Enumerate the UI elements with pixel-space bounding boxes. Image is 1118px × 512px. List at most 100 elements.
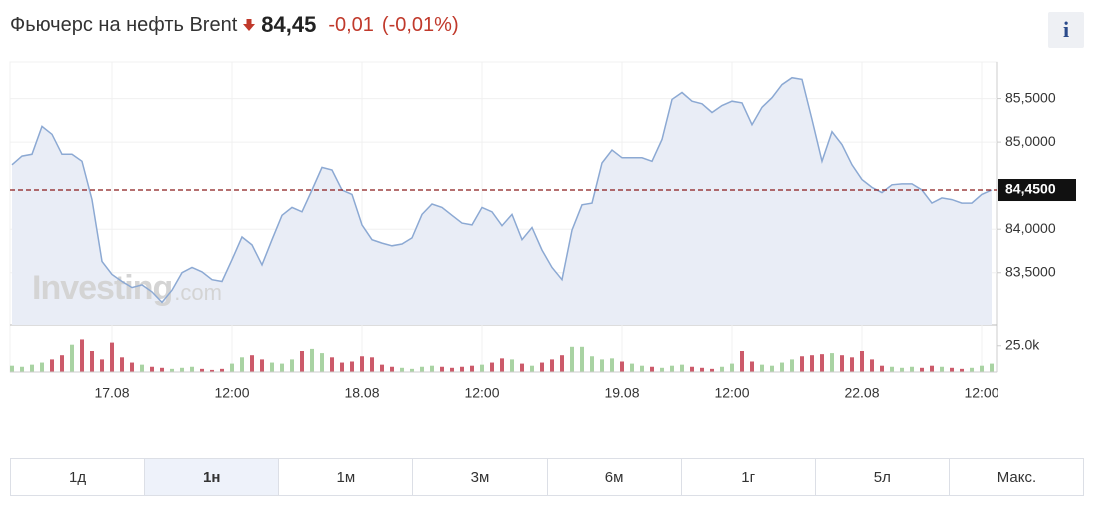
x-tick-label: 19.08 (604, 385, 639, 401)
instrument-title: Фьючерс на нефть Brent (10, 13, 238, 36)
volume-bar (480, 364, 484, 372)
volume-bar (450, 367, 454, 372)
volume-bar (520, 363, 524, 372)
volume-bar (20, 366, 24, 372)
x-tick-label: 18.08 (344, 385, 379, 401)
volume-bar (180, 367, 184, 372)
volume-bar (260, 359, 264, 372)
y-tick-label: 83,5000 (1005, 263, 1056, 279)
period-button[interactable]: 1д (69, 468, 87, 486)
volume-bar (770, 365, 774, 372)
x-tick-label: 12:00 (714, 385, 749, 401)
volume-bar (40, 362, 44, 372)
volume-bar (470, 365, 474, 372)
volume-bar (830, 353, 834, 372)
current-price-box (998, 179, 1076, 202)
period-button[interactable]: 1н (144, 459, 279, 495)
volume-bar (130, 362, 134, 372)
volume-bar (960, 368, 964, 372)
period-button[interactable]: 5л (814, 459, 949, 495)
header: Фьючерс на нефть Brent 84,45 -0,01 (-0,0… (10, 10, 459, 40)
price-area (12, 77, 992, 325)
volume-bar (530, 365, 534, 372)
volume-bar (350, 361, 354, 372)
volume-bar (630, 363, 634, 372)
volume-bar (360, 356, 364, 372)
volume-bar (740, 351, 744, 372)
period-button[interactable]: 6м (546, 459, 681, 495)
volume-bar (230, 363, 234, 372)
volume-bar (950, 367, 954, 372)
volume-bar (820, 354, 824, 372)
volume-bar (780, 362, 784, 372)
volume-bar (50, 359, 54, 372)
volume-bar (80, 339, 84, 372)
x-tick-label: 12:00 (214, 385, 249, 401)
volume-bar (290, 359, 294, 372)
volume-bar (510, 359, 514, 372)
volume-bar (980, 365, 984, 372)
volume-bar (730, 363, 734, 372)
volume-bar (170, 368, 174, 372)
volume-bar (310, 348, 314, 372)
volume-bar (140, 364, 144, 372)
volume-bar (660, 367, 664, 372)
period-button[interactable]: 1г (680, 459, 815, 495)
volume-bar (760, 364, 764, 372)
volume-bar (560, 355, 564, 372)
watermark-domain: .com (174, 280, 222, 305)
x-tick-label: 12:00 (464, 385, 499, 401)
volume-bar (500, 358, 504, 372)
volume-bar (490, 362, 494, 372)
price-change: -0,01 (328, 13, 374, 36)
volume-bar (200, 368, 204, 372)
period-button[interactable]: 3м (412, 459, 546, 495)
volume-bar (610, 358, 614, 372)
volume-bar (60, 355, 64, 372)
period-selector: 1д 1н 1м 3м 6м 1г 5л Макс. (10, 458, 1084, 496)
volume-bar (380, 364, 384, 372)
volume-bar (860, 351, 864, 372)
volume-bar (600, 359, 604, 372)
period-button[interactable]: 1м (278, 459, 412, 495)
period-button[interactable]: Макс. (948, 459, 1083, 495)
volume-bar (220, 368, 224, 372)
volume-bar (840, 355, 844, 372)
volume-bar (720, 366, 724, 372)
volume-bar (430, 365, 434, 372)
volume-bar (990, 363, 994, 372)
price-change-percent: (-0,01%) (381, 13, 459, 36)
x-tick-label: 17.08 (94, 385, 129, 401)
volume-bar (320, 353, 324, 372)
y-tick-label: 85,0000 (1005, 133, 1056, 149)
price-line (11, 76, 993, 304)
volume-bar (30, 364, 34, 372)
volume-bar (790, 359, 794, 372)
volume-bar (300, 351, 304, 372)
volume-bar (540, 362, 544, 372)
volume-bar (850, 357, 854, 372)
x-tick-label: 12:00 (964, 385, 999, 401)
volume-bar (920, 367, 924, 372)
volume-bar (670, 365, 674, 372)
volume-bar (620, 361, 624, 372)
volume-bar (900, 367, 904, 372)
volume-bar (10, 365, 14, 372)
volume-bar (570, 346, 574, 372)
volume-bar (870, 359, 874, 372)
volume-bar (210, 369, 214, 372)
volume-bar (440, 366, 444, 372)
volume-bar (400, 367, 404, 372)
volume-bar (250, 355, 254, 372)
volume-bar (280, 363, 284, 372)
volume-bar (650, 366, 654, 372)
last-price: 84,45 (261, 12, 317, 37)
info-button[interactable]: i (1048, 12, 1084, 48)
volume-bar (800, 356, 804, 372)
volume-bar (340, 362, 344, 372)
chart: 17.08 12:00 18.08 12:00 19.08 12:00 22.08 12:00… (9, 61, 1076, 401)
volume-bar (580, 346, 584, 372)
volume-bar (880, 365, 884, 372)
volume-bar (190, 366, 194, 372)
